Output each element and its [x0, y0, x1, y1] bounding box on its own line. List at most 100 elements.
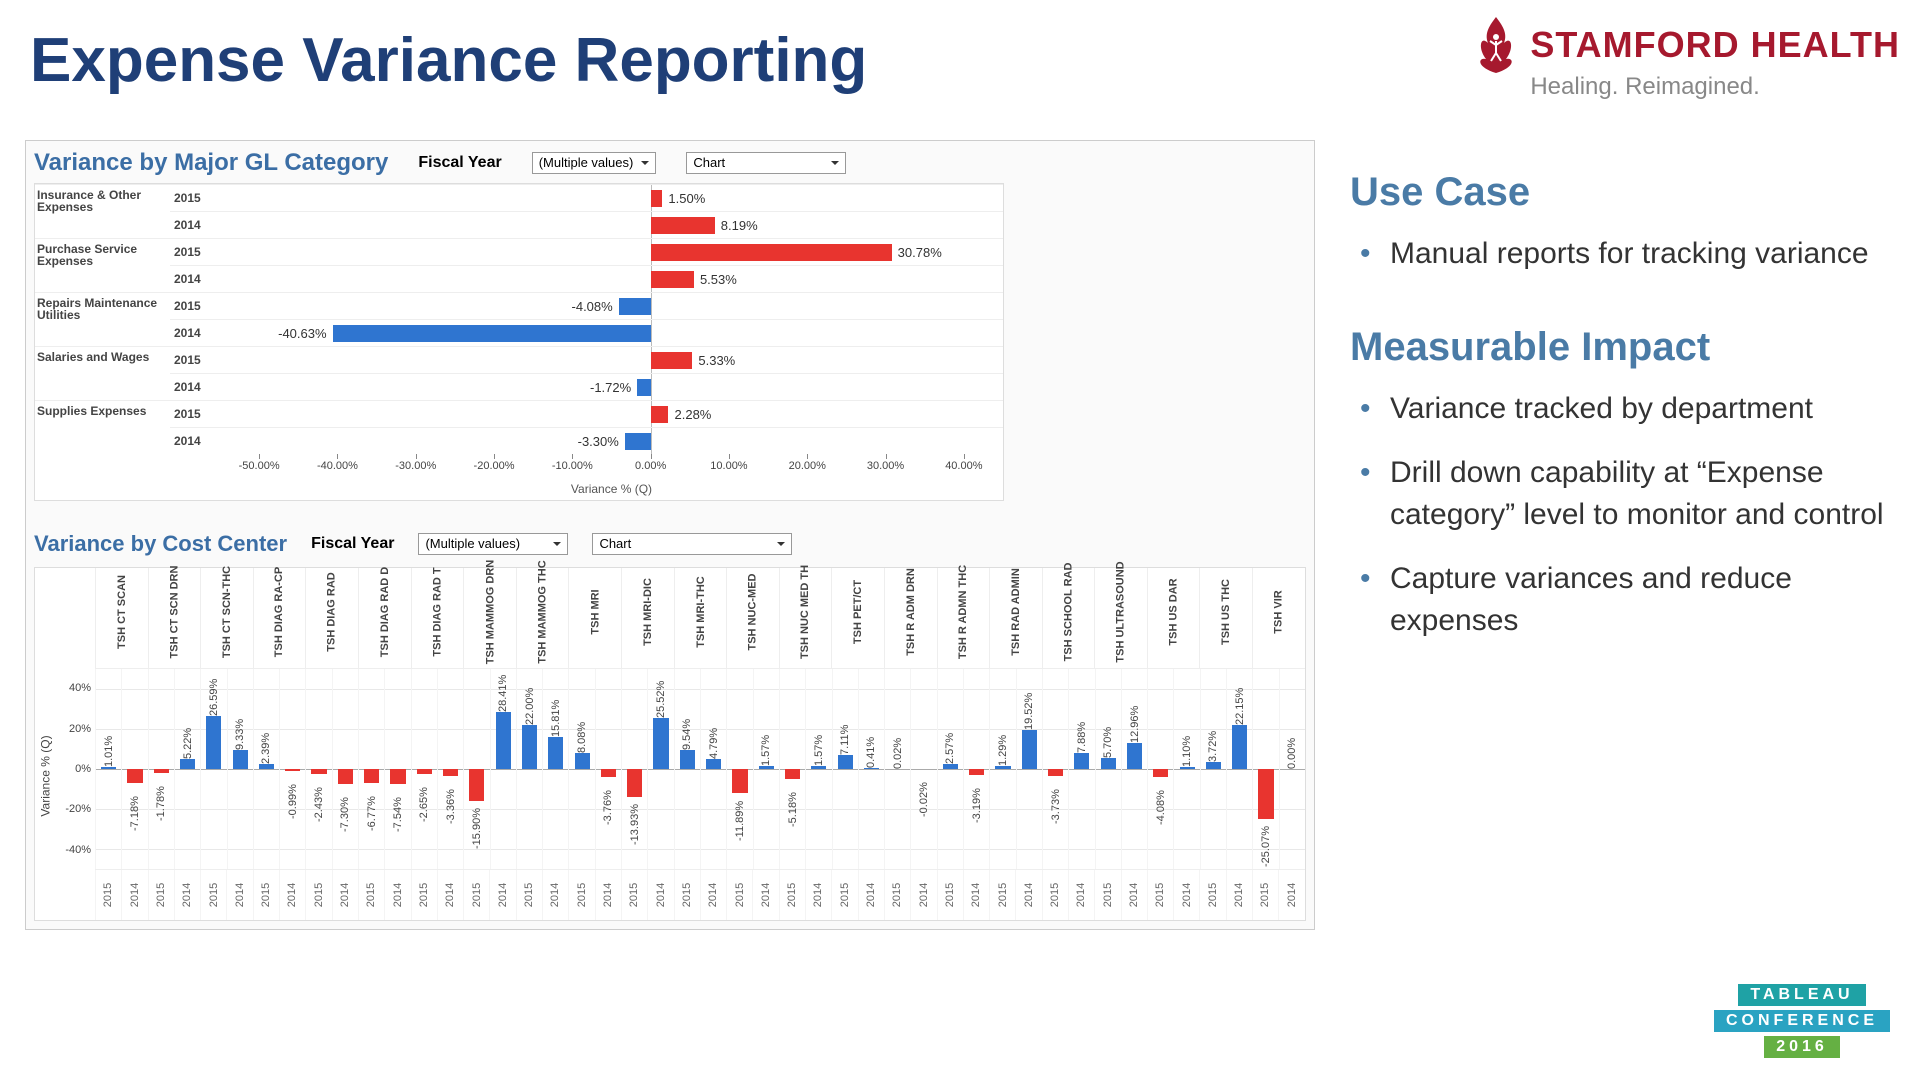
chart2-bar[interactable]: [233, 750, 248, 769]
brand-name: STAMFORD HEALTH: [1530, 24, 1900, 66]
chart2-bar[interactable]: [838, 755, 853, 769]
chart2-x-year-label: 2014: [226, 870, 252, 920]
chart1-bar-value: -1.72%: [590, 379, 631, 396]
chart2-bar[interactable]: [311, 769, 326, 774]
chart2-bar[interactable]: [443, 769, 458, 776]
chart2-bar[interactable]: [180, 759, 195, 769]
chart1-bar[interactable]: [637, 379, 650, 396]
chart2-bar[interactable]: [1048, 769, 1063, 776]
chart2-x-year-label: 2015: [1094, 870, 1120, 920]
chart2-bar[interactable]: [522, 725, 537, 769]
chart1-filter-label: Fiscal Year: [418, 154, 501, 172]
chart1-bar-value: -40.63%: [278, 325, 326, 342]
chart1-bar[interactable]: [651, 190, 663, 207]
chart2-category-label: TSH US THC: [1199, 568, 1252, 668]
chart2-bar[interactable]: [1206, 762, 1221, 769]
chart2-bar[interactable]: [259, 764, 274, 769]
chart2-bar[interactable]: [627, 769, 642, 797]
chart2-x-year-label: 2014: [1015, 870, 1041, 920]
chart1-category-label: Repairs Maintenance Utilities: [35, 292, 170, 346]
chart2-bar[interactable]: [680, 750, 695, 769]
chart2-bar[interactable]: [811, 766, 826, 769]
chart1-bar[interactable]: [651, 244, 892, 261]
chart2-bar-value: -5.18%: [787, 793, 799, 828]
chart2-bar-value: 0.02%: [892, 738, 904, 769]
chart2-bar[interactable]: [285, 769, 300, 771]
chart1-x-axis: -50.00%-40.00%-30.00%-20.00%-10.00%0.00%…: [220, 454, 1003, 482]
chart2-bar-value: 0.41%: [865, 737, 877, 768]
chart2-x-year-label: 2015: [516, 870, 542, 920]
chart2-category-label: TSH DIAG RA-CP: [253, 568, 306, 668]
chart2-y-tick: -40%: [65, 844, 91, 856]
chart1-bar-cell: 2.28%: [220, 400, 1003, 427]
chart2-bar[interactable]: [864, 768, 879, 769]
chart2-bar[interactable]: [417, 769, 432, 774]
chart2-category-label: TSH DIAG RAD D: [358, 568, 411, 668]
chart2-bar[interactable]: [759, 766, 774, 769]
chart2-bar[interactable]: [1153, 769, 1168, 777]
chart2-bar[interactable]: [127, 769, 142, 783]
chart2-bar[interactable]: [364, 769, 379, 783]
chart2-bar[interactable]: [732, 769, 747, 793]
chart2-bar[interactable]: [496, 712, 511, 769]
chart2-bar[interactable]: [1180, 767, 1195, 769]
chart2-bar[interactable]: [706, 759, 721, 769]
chart2-bar[interactable]: [601, 769, 616, 777]
chart1-bar[interactable]: [651, 352, 693, 369]
chart2-x-year-label: 2014: [1226, 870, 1252, 920]
chart1-bar[interactable]: [333, 325, 651, 342]
chart2-x-year-label: 2014: [384, 870, 410, 920]
chart2-bar[interactable]: [1127, 743, 1142, 769]
chart2-bar[interactable]: [390, 769, 405, 784]
chart1-x-axis-title: Variance % (Q): [220, 482, 1003, 500]
chart2-category-label: TSH SCHOOL RAD: [1042, 568, 1095, 668]
chart2-bar-value: -1.78%: [155, 786, 167, 821]
use-case-item: Manual reports for tracking variance: [1350, 233, 1890, 275]
chart2-x-year-label: 2015: [411, 870, 437, 920]
impact-heading: Measurable Impact: [1350, 325, 1890, 370]
chart2-bar[interactable]: [1022, 730, 1037, 769]
chart1-bar-cell: -3.30%: [220, 427, 1003, 454]
chart2-bar-value: -11.89%: [734, 801, 746, 841]
chart1-bar[interactable]: [651, 217, 715, 234]
impact-item: Variance tracked by department: [1350, 388, 1890, 430]
chart2-bar[interactable]: [1101, 758, 1116, 769]
chart1-bar-value: 1.50%: [668, 190, 705, 207]
chart1-bar[interactable]: [651, 271, 694, 288]
chart1-bar[interactable]: [619, 298, 651, 315]
chart2-category-label: TSH RAD ADMIN: [989, 568, 1042, 668]
chart2-category-label: TSH R ADMN THC: [937, 568, 990, 668]
chart2-bar-value: 2.57%: [944, 733, 956, 764]
chart2-bar[interactable]: [1074, 753, 1089, 769]
chart2-bar[interactable]: [469, 769, 484, 801]
chart2-bar[interactable]: [338, 769, 353, 784]
chart1-bar[interactable]: [651, 406, 669, 423]
chart2-bar[interactable]: [548, 737, 563, 769]
chart2-bar-value: 22.00%: [524, 688, 536, 725]
conference-badge: TABLEAU CONFERENCE 2016: [1714, 982, 1890, 1060]
chart1-year-label: 2014: [170, 265, 220, 292]
chart2-bar-value: 19.52%: [1023, 693, 1035, 730]
chart2-view-dropdown[interactable]: Chart: [592, 533, 792, 555]
chart2-fiscal-year-dropdown[interactable]: (Multiple values): [418, 533, 568, 555]
chart1-view-dropdown[interactable]: Chart: [686, 152, 846, 174]
chart2-x-year-label: 2014: [1173, 870, 1199, 920]
chart2-bar[interactable]: [1258, 769, 1273, 819]
chart2-bar[interactable]: [575, 753, 590, 769]
chart2-bar[interactable]: [154, 769, 169, 773]
chart2-bar[interactable]: [969, 769, 984, 775]
chart2-bar[interactable]: [943, 764, 958, 769]
dashboard-panel: Variance by Major GL Category Fiscal Yea…: [25, 140, 1315, 930]
chart2-x-year-label: 2014: [1278, 870, 1304, 920]
chart1-bar[interactable]: [625, 433, 651, 450]
chart2-x-year-label: 2015: [200, 870, 226, 920]
chart2-bar[interactable]: [653, 718, 668, 769]
chart2-bar-value: 1.01%: [103, 736, 115, 767]
chart1-fiscal-year-dropdown[interactable]: (Multiple values): [532, 152, 657, 174]
chart2-category-label: TSH CT SCN DRN: [148, 568, 201, 668]
chart2-bar[interactable]: [995, 766, 1010, 769]
chart2-bar[interactable]: [785, 769, 800, 779]
chart2-bar[interactable]: [101, 767, 116, 769]
chart2-bar[interactable]: [206, 716, 221, 769]
chart2-bar[interactable]: [1232, 725, 1247, 769]
